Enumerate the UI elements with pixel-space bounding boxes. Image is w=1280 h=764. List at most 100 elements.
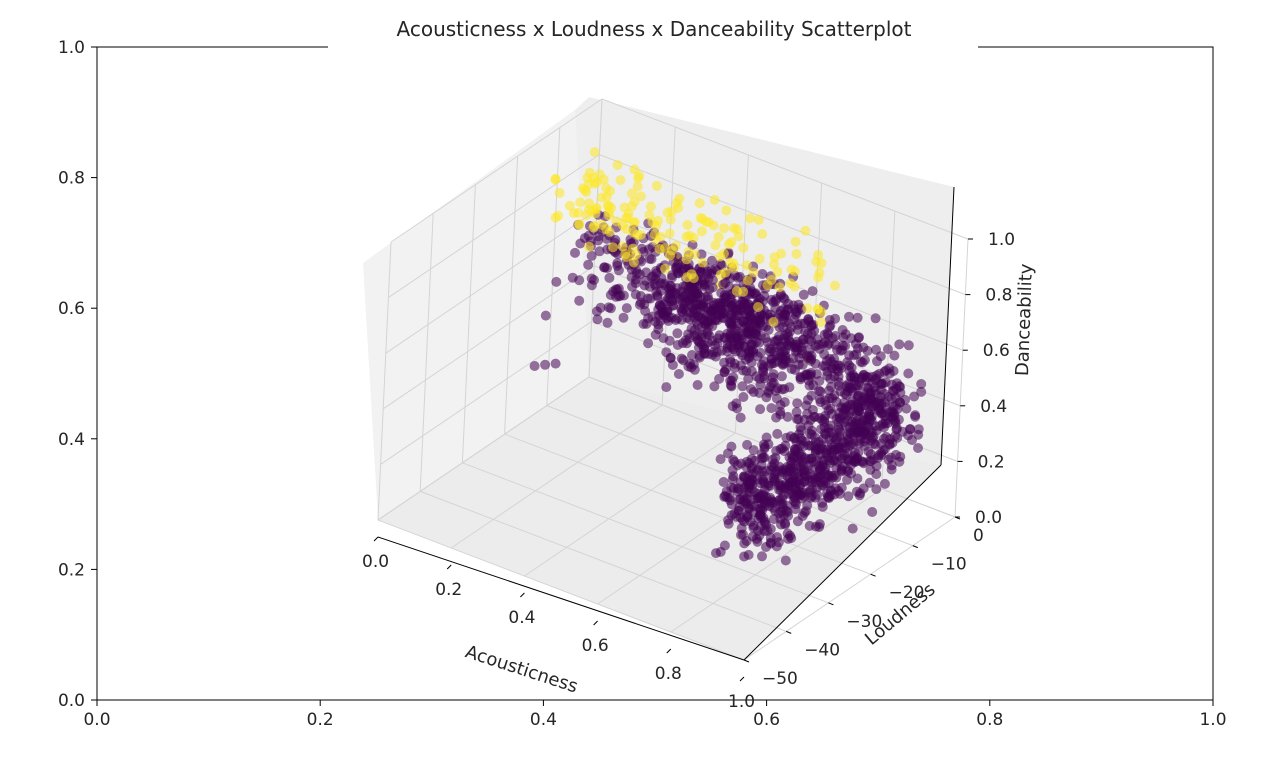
data-point xyxy=(797,511,808,521)
data-point xyxy=(741,487,752,498)
data-point xyxy=(774,282,785,293)
data-point xyxy=(686,269,697,280)
data-point xyxy=(666,206,677,217)
data-point xyxy=(672,328,683,339)
data-point xyxy=(655,231,666,242)
data-point xyxy=(619,202,630,213)
data-point xyxy=(814,522,825,532)
data-point xyxy=(673,369,684,379)
data-point xyxy=(737,381,748,392)
data-point xyxy=(583,259,594,270)
data-point xyxy=(715,305,726,316)
x-tick-mark xyxy=(446,564,452,570)
data-point xyxy=(916,379,927,389)
data-point xyxy=(871,484,882,495)
x-tick-label: 0.4 xyxy=(508,608,535,628)
data-point xyxy=(707,255,717,266)
data-point xyxy=(779,309,790,320)
data-point xyxy=(792,345,803,356)
data-point xyxy=(859,428,869,439)
data-point xyxy=(550,173,561,184)
data-point xyxy=(763,385,774,396)
data-point xyxy=(663,316,674,326)
data-point xyxy=(838,332,849,343)
data-point xyxy=(865,413,876,424)
data-point xyxy=(639,299,650,310)
data-point xyxy=(604,272,615,283)
data-point xyxy=(596,219,607,230)
data-point xyxy=(766,403,777,414)
data-point xyxy=(728,223,739,234)
data-point xyxy=(771,445,782,456)
data-point xyxy=(796,425,807,436)
data-point xyxy=(759,373,770,384)
data-point xyxy=(806,425,817,436)
grid-line xyxy=(377,519,745,661)
grid-line xyxy=(390,98,603,243)
data-point xyxy=(712,315,723,326)
data-point xyxy=(628,257,639,268)
x-tick-label: 0.8 xyxy=(655,664,682,684)
data-point xyxy=(895,451,906,462)
data-point xyxy=(846,459,857,470)
background-x-tick-label: 0.8 xyxy=(976,710,1003,730)
data-point xyxy=(683,247,694,257)
data-point xyxy=(584,204,594,215)
data-point xyxy=(564,200,575,211)
data-point xyxy=(802,303,813,314)
data-point xyxy=(721,205,732,216)
data-point xyxy=(706,265,717,276)
grid-line xyxy=(954,238,969,518)
data-point xyxy=(822,328,833,339)
data-point xyxy=(772,266,783,277)
data-point xyxy=(758,501,769,512)
data-point xyxy=(844,311,854,322)
data-point xyxy=(770,505,781,516)
data-point xyxy=(553,210,564,221)
data-point xyxy=(540,359,551,370)
data-point xyxy=(831,472,842,483)
data-point xyxy=(694,350,705,361)
data-point xyxy=(830,313,841,324)
data-point xyxy=(773,496,784,506)
data-point xyxy=(757,269,768,279)
data-point xyxy=(589,275,599,285)
data-point xyxy=(719,223,730,234)
data-point xyxy=(833,424,844,435)
title-background xyxy=(328,12,978,52)
data-point xyxy=(785,278,796,289)
grid-line xyxy=(601,98,969,240)
data-point xyxy=(689,330,700,341)
grid-line xyxy=(420,490,787,632)
data-point xyxy=(870,313,881,324)
z-tick-label: 0.0 xyxy=(975,508,1002,528)
data-point xyxy=(804,520,815,531)
data-point xyxy=(875,407,886,418)
data-point xyxy=(852,312,863,323)
data-point xyxy=(816,258,827,269)
data-point xyxy=(682,312,692,323)
data-point xyxy=(836,465,847,476)
data-point xyxy=(793,453,804,464)
data-point xyxy=(809,325,820,336)
data-point xyxy=(643,338,654,349)
data-point xyxy=(789,304,800,315)
data-point xyxy=(644,210,655,221)
grid-line xyxy=(380,320,592,465)
data-point xyxy=(795,318,806,329)
grid-line xyxy=(670,488,883,633)
data-point xyxy=(816,317,826,328)
data-point xyxy=(584,241,594,252)
data-point xyxy=(806,453,817,464)
data-point xyxy=(744,353,754,363)
data-point xyxy=(790,364,800,375)
data-point xyxy=(883,454,894,465)
data-point xyxy=(768,369,779,380)
data-point xyxy=(826,381,837,392)
data-point xyxy=(529,361,540,371)
data-point xyxy=(688,232,699,243)
data-point xyxy=(750,329,761,339)
x-tick-mark xyxy=(593,620,598,626)
data-point xyxy=(760,333,771,344)
